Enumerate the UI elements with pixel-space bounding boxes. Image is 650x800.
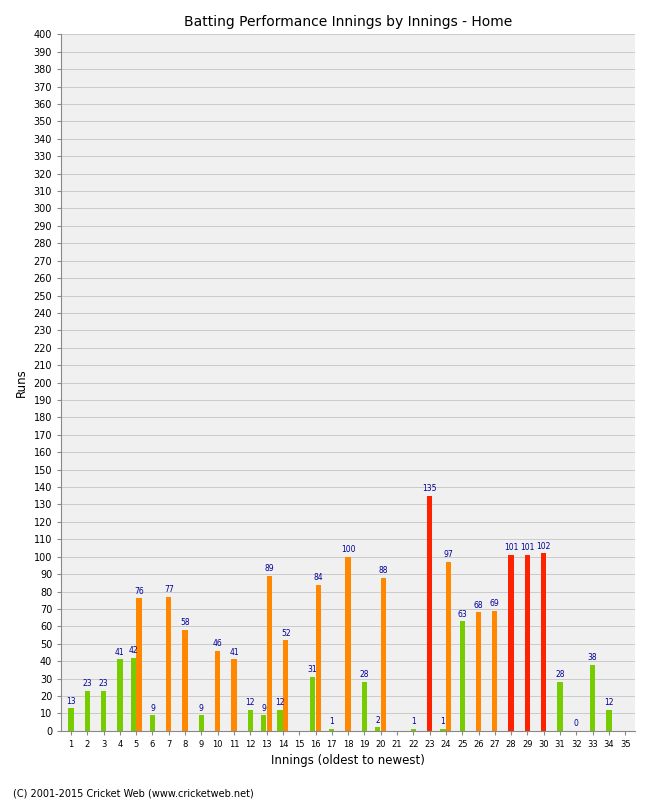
Text: 9: 9: [199, 703, 204, 713]
Bar: [278, 710, 283, 731]
Text: 101: 101: [504, 543, 518, 552]
Bar: [310, 677, 315, 731]
Bar: [283, 640, 289, 731]
Bar: [541, 554, 547, 731]
Bar: [316, 585, 321, 731]
Text: 9: 9: [261, 703, 266, 713]
Bar: [375, 727, 380, 731]
Bar: [446, 562, 452, 731]
Text: 52: 52: [281, 629, 291, 638]
Bar: [136, 598, 142, 731]
Bar: [183, 630, 188, 731]
Text: 89: 89: [265, 564, 274, 574]
Text: 9: 9: [150, 703, 155, 713]
Text: 42: 42: [129, 646, 138, 655]
Text: 28: 28: [359, 670, 369, 679]
Text: 41: 41: [229, 648, 239, 657]
Text: 58: 58: [180, 618, 190, 627]
Text: 23: 23: [83, 679, 92, 688]
Text: 12: 12: [246, 698, 255, 707]
Bar: [508, 555, 514, 731]
Bar: [558, 682, 563, 731]
Text: (C) 2001-2015 Cricket Web (www.cricketweb.net): (C) 2001-2015 Cricket Web (www.cricketwe…: [13, 788, 254, 798]
Bar: [199, 715, 204, 731]
X-axis label: Innings (oldest to newest): Innings (oldest to newest): [271, 754, 425, 767]
Text: 69: 69: [490, 599, 500, 608]
Text: 84: 84: [313, 573, 323, 582]
Bar: [460, 621, 465, 731]
Bar: [329, 729, 335, 731]
Text: 41: 41: [115, 648, 125, 657]
Bar: [261, 715, 266, 731]
Text: 102: 102: [536, 542, 551, 550]
Text: 1: 1: [330, 718, 334, 726]
Text: 23: 23: [99, 679, 109, 688]
Bar: [590, 665, 595, 731]
Bar: [68, 708, 73, 731]
Text: 68: 68: [474, 601, 484, 610]
Text: 97: 97: [444, 550, 454, 559]
Text: 1: 1: [441, 718, 445, 726]
Bar: [231, 659, 237, 731]
Text: 28: 28: [555, 670, 565, 679]
Text: 38: 38: [588, 653, 597, 662]
Bar: [215, 650, 220, 731]
Text: 12: 12: [604, 698, 614, 707]
Bar: [476, 613, 481, 731]
Text: 77: 77: [164, 585, 174, 594]
Bar: [345, 557, 351, 731]
Text: 0: 0: [574, 719, 578, 728]
Text: 135: 135: [422, 484, 437, 493]
Text: 76: 76: [135, 587, 144, 596]
Bar: [248, 710, 253, 731]
Bar: [427, 496, 432, 731]
Text: 63: 63: [458, 610, 467, 618]
Text: 2: 2: [376, 716, 380, 725]
Bar: [411, 729, 416, 731]
Bar: [440, 729, 446, 731]
Title: Batting Performance Innings by Innings - Home: Batting Performance Innings by Innings -…: [184, 15, 512, 29]
Bar: [150, 715, 155, 731]
Text: 88: 88: [379, 566, 389, 575]
Bar: [84, 690, 90, 731]
Bar: [166, 597, 172, 731]
Bar: [381, 578, 386, 731]
Bar: [606, 710, 612, 731]
Bar: [492, 610, 497, 731]
Text: 101: 101: [520, 543, 534, 552]
Text: 46: 46: [213, 639, 222, 648]
Text: 13: 13: [66, 697, 76, 706]
Text: 1: 1: [411, 718, 416, 726]
Bar: [525, 555, 530, 731]
Bar: [131, 658, 136, 731]
Y-axis label: Runs: Runs: [15, 368, 28, 397]
Bar: [362, 682, 367, 731]
Text: 12: 12: [275, 698, 285, 707]
Bar: [117, 659, 123, 731]
Text: 31: 31: [307, 666, 317, 674]
Bar: [267, 576, 272, 731]
Text: 100: 100: [341, 545, 356, 554]
Bar: [101, 690, 106, 731]
